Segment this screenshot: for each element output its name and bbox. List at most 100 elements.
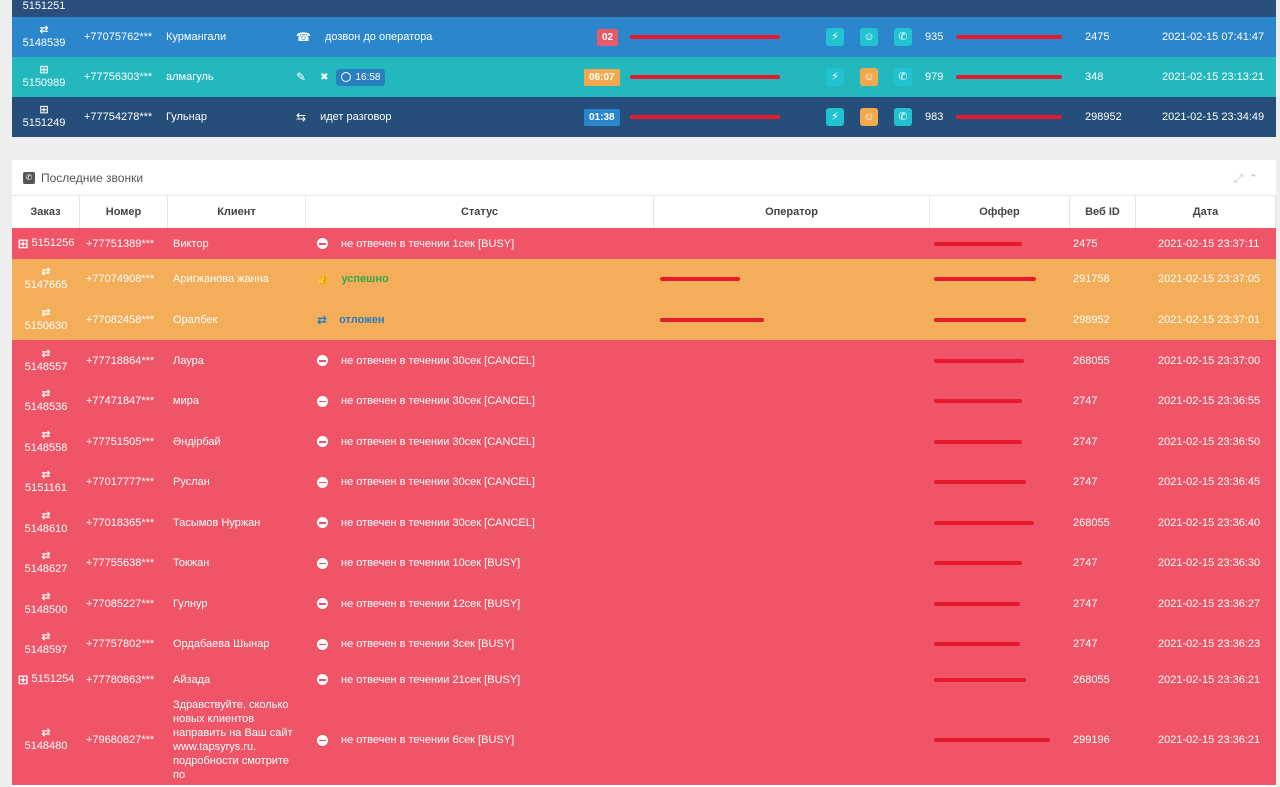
retry-icon[interactable]: ⇄: [41, 550, 51, 562]
order-number[interactable]: 5148500: [24, 603, 68, 616]
col-client[interactable]: Клиент: [168, 196, 306, 228]
order-cell[interactable]: ⊞ 5151249: [12, 97, 76, 137]
active-call-row[interactable]: ⊞ 5151249 +77754278*** Гульнар ⇆ идет разгово…: [12, 97, 1276, 137]
order-cell[interactable]: ⊞ 5151254: [12, 664, 80, 695]
panel-header: ✆ Последние звонки ⤢⌃: [12, 160, 1276, 196]
table-row[interactable]: ⇄ 5148610 +77018365*** Тасымов Нуржан не отв…: [12, 502, 1276, 543]
order-number[interactable]: 5150989: [22, 77, 66, 89]
plug-icon[interactable]: ⚡: [826, 28, 844, 46]
retry-icon[interactable]: ⇄: [41, 590, 51, 603]
call-icon[interactable]: ✆: [894, 28, 912, 46]
active-call-row[interactable]: ⊞ 5150989 +77756303*** алмагуль ✎ ✖ 16:58 06:07…: [12, 57, 1276, 97]
person-remove-icon[interactable]: ✖: [320, 71, 329, 83]
order-number[interactable]: 5151251: [22, 0, 66, 12]
order-number[interactable]: 5148539: [22, 37, 66, 49]
table-row[interactable]: ⇄ 5151161 +77017777*** Руслан не отвечен в т…: [12, 462, 1276, 502]
order-cell[interactable]: ⇄ 5147665: [12, 259, 80, 299]
table-row[interactable]: ⇄ 5148536 +77471847*** мира не отвечен в теч…: [12, 381, 1276, 421]
table-row[interactable]: ⇄ 5148480 +79680827*** Здравствуйте, скольк…: [12, 695, 1276, 785]
table-row[interactable]: ⇄ 5148500 +77085227*** Гулнур не отвечен в т…: [12, 583, 1276, 624]
retry-icon[interactable]: ⇄: [41, 509, 51, 522]
table-row[interactable]: ⇄ 5148597 +77757802*** Ордабаева Шынар не от…: [12, 624, 1276, 664]
order-cell[interactable]: ⊞ 5151256: [12, 228, 80, 259]
plus-box-icon[interactable]: ⊞: [39, 64, 49, 76]
phone-book-icon[interactable]: ☎: [296, 30, 311, 44]
table-row[interactable]: ⇄ 5148558 +77751505*** Әндірбай не отвечен в…: [12, 421, 1276, 462]
order-number[interactable]: 5151249: [22, 117, 66, 129]
col-date[interactable]: Дата: [1136, 196, 1276, 228]
order-cell[interactable]: ⊞ 5150989: [12, 57, 76, 97]
retry-icon[interactable]: ⇄: [41, 388, 51, 400]
plus-box-icon[interactable]: ⊞: [17, 672, 29, 687]
table-row[interactable]: ⇄ 5148627 +77755638*** Токжан не отвечен в т…: [12, 543, 1276, 583]
order-cell[interactable]: ⇄ 5148557: [12, 340, 80, 381]
plug-icon[interactable]: ⚡: [826, 68, 844, 86]
order-number[interactable]: 5150630: [24, 319, 68, 332]
col-status[interactable]: Статус: [306, 196, 654, 228]
redaction-mark: [630, 75, 780, 79]
edit-icon[interactable]: ✎: [296, 70, 307, 84]
collapse-icon[interactable]: ⌃: [1248, 173, 1264, 185]
table-row[interactable]: ⇄ 5150630 +77082458*** Оралбек ⇄ отложен 29895…: [12, 299, 1276, 340]
order-cell[interactable]: ⇄ 5148539: [12, 17, 76, 57]
callback-time-value: 16:58: [355, 71, 381, 83]
order-cell[interactable]: ⇄ 5148627: [12, 543, 80, 583]
order-cell[interactable]: ⇄5151251: [12, 0, 76, 17]
retry-icon[interactable]: ⇄: [41, 631, 51, 643]
call-icon[interactable]: ✆: [894, 108, 912, 126]
call-date: 2021-02-15 23:13:21: [1162, 71, 1265, 83]
order-number[interactable]: 5148557: [24, 360, 68, 373]
order-number[interactable]: 5151256: [31, 237, 75, 249]
order-number[interactable]: 5148627: [24, 563, 68, 575]
col-offer[interactable]: Оффер: [930, 196, 1070, 228]
retry-icon[interactable]: ⇄: [41, 347, 51, 360]
col-order[interactable]: Заказ: [12, 196, 80, 228]
order-cell[interactable]: ⇄ 5148610: [12, 502, 80, 543]
retry-icon[interactable]: ⇄: [41, 469, 51, 481]
redaction-mark: [934, 561, 1022, 565]
retry-icon[interactable]: ⇄: [41, 727, 51, 739]
col-webid[interactable]: Веб ID: [1070, 196, 1136, 228]
retry-icon[interactable]: ⇄: [41, 428, 51, 441]
callback-time[interactable]: 16:58: [336, 68, 386, 86]
order-number[interactable]: 5148597: [24, 644, 68, 656]
col-operator[interactable]: Оператор: [654, 196, 930, 228]
order-cell[interactable]: ⇄ 5148536: [12, 381, 80, 421]
redaction-mark: [934, 317, 1026, 322]
table-row[interactable]: ⊞ 5151256 +77751389*** Виктор не отвечен в т…: [12, 228, 1276, 259]
redaction-mark: [934, 601, 1020, 606]
table-row[interactable]: ⇄ 5148557 +77718864*** Лаура не отвечен в те…: [12, 340, 1276, 381]
order-cell[interactable]: ⇄ 5148597: [12, 624, 80, 664]
table-row[interactable]: ⇄ 5147665 +77074908*** Аригжанова жанна 👍 усп…: [12, 259, 1276, 299]
table-row[interactable]: ⊞ 5151254 +77780863*** Айзада не отвечен в т…: [12, 664, 1276, 695]
order-number[interactable]: 5151254: [31, 673, 75, 685]
expand-icon[interactable]: ⤢: [1233, 173, 1249, 185]
order-number[interactable]: 5148536: [24, 401, 68, 413]
plus-box-icon[interactable]: ⊞: [17, 236, 29, 251]
users-icon[interactable]: ☺: [860, 68, 878, 86]
active-call-row[interactable]: ⇄5151251: [12, 0, 1276, 17]
retry-icon[interactable]: ⇄: [39, 24, 49, 36]
minus-circle-icon: [317, 355, 328, 366]
order-number[interactable]: 5148558: [24, 441, 68, 454]
call-icon[interactable]: ✆: [894, 68, 912, 86]
plug-icon[interactable]: ⚡: [826, 108, 844, 126]
order-cell[interactable]: ⇄ 5148480: [12, 695, 80, 785]
order-number[interactable]: 5148480: [24, 740, 68, 752]
active-call-row[interactable]: ⇄ 5148539 +77075762*** Курмангали ☎ дозвон до…: [12, 17, 1276, 57]
retry-icon[interactable]: ⇄: [41, 306, 51, 319]
redaction-mark: [934, 642, 1020, 646]
order-cell[interactable]: ⇄ 5151161: [12, 462, 80, 502]
users-icon[interactable]: ☺: [860, 28, 878, 46]
order-number[interactable]: 5148610: [24, 522, 68, 535]
order-number[interactable]: 5151161: [24, 482, 67, 494]
order-number[interactable]: 5147665: [24, 279, 68, 291]
order-cell[interactable]: ⇄ 5148558: [12, 421, 80, 462]
plus-box-icon[interactable]: ⊞: [39, 104, 49, 116]
retry-icon[interactable]: ⇄: [41, 266, 51, 278]
order-cell[interactable]: ⇄ 5148500: [12, 583, 80, 624]
transfer-icon[interactable]: ⇆: [296, 110, 307, 124]
col-number[interactable]: Номер: [80, 196, 168, 228]
order-cell[interactable]: ⇄ 5150630: [12, 299, 80, 340]
users-icon[interactable]: ☺: [860, 108, 878, 126]
